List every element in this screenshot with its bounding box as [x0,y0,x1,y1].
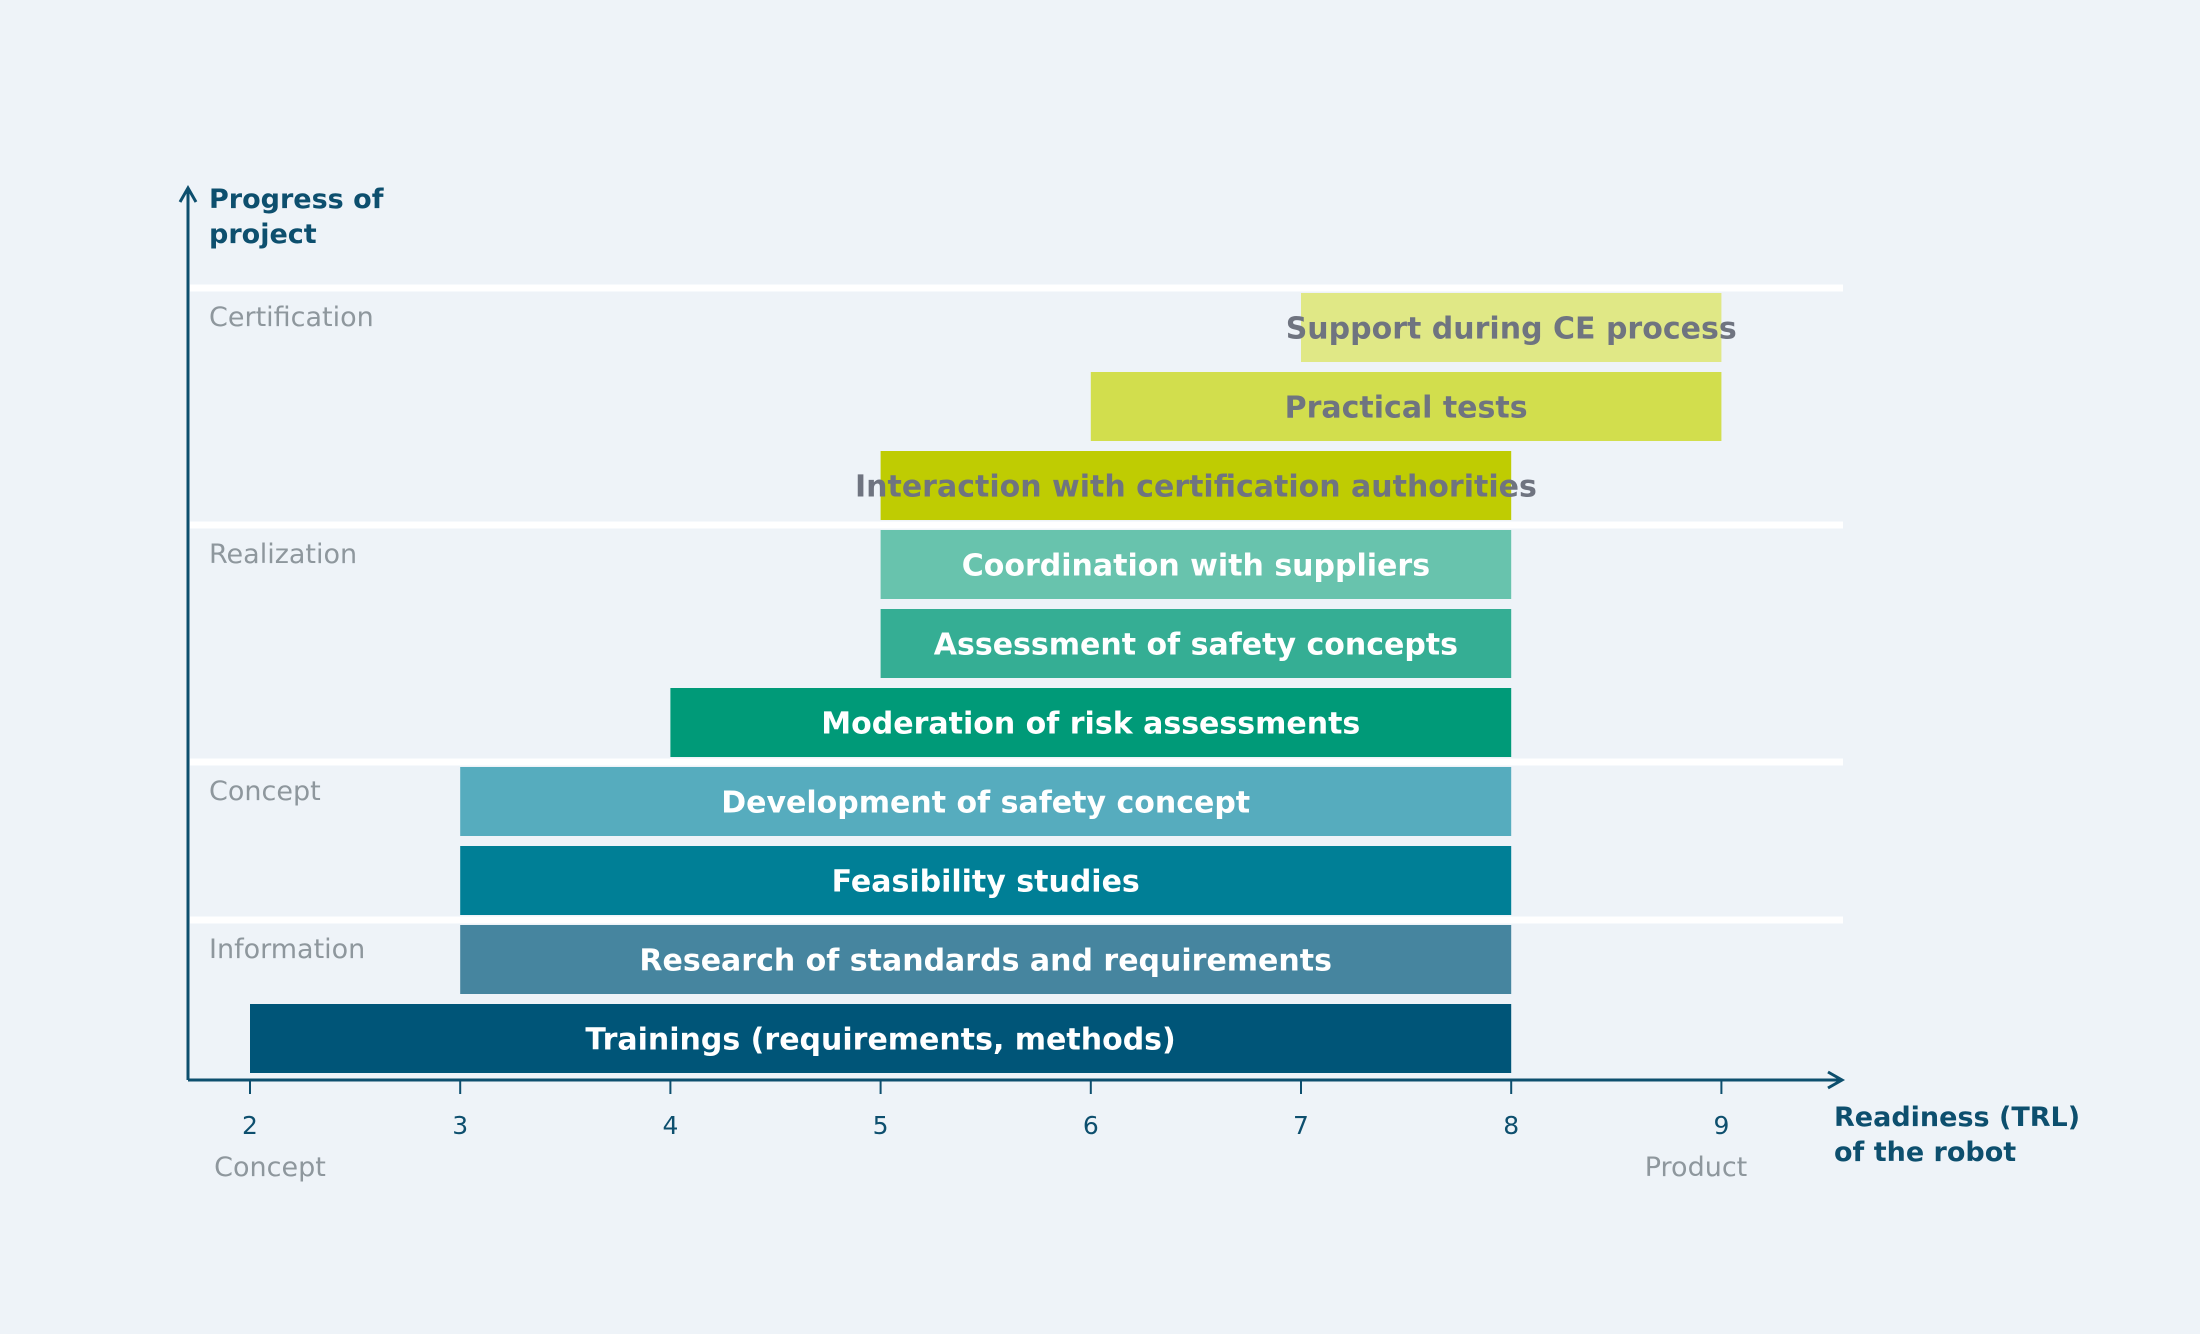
bar-development-of-safety-concept [460,767,1512,836]
bar-label-feasibility-studies: Feasibility studies [832,865,1140,900]
bar-label-interaction-with-certification-authorities: Interaction with certification authoriti… [855,470,1537,505]
bar-research-of-standards-and-requirements [460,925,1512,994]
x-tick-label: 3 [452,1111,468,1140]
bar-coordination-with-suppliers [880,530,1512,599]
bar-label-assessment-of-safety-concepts: Assessment of safety concepts [934,628,1458,663]
x-start-label: Concept [214,1152,326,1183]
bar-label-research-of-standards-and-requirements: Research of standards and requirements [639,944,1332,979]
x-tick-label: 5 [873,1111,889,1140]
x-tick-label: 6 [1083,1111,1099,1140]
phase-labels: Certification Realization Concept Informati… [209,302,374,965]
bar-practical-tests [1090,372,1722,441]
bar-trainings-requirements-methods [250,1004,1512,1073]
bar-label-coordination-with-suppliers: Coordination with suppliers [962,549,1430,584]
x-ticks: 2 3 4 5 6 7 8 9 [242,1080,1729,1140]
x-tick-label: 8 [1503,1111,1519,1140]
bar-label-development-of-safety-concept: Development of safety concept [721,786,1250,821]
bar-interaction-with-certification-authorities [880,451,1512,520]
x-axis-title-line-2: of the robot [1834,1137,2016,1168]
x-tick-label: 4 [662,1111,678,1140]
bars-layer: Support during CE process Practical tests… [250,293,1737,1073]
phase-separator [190,916,1843,924]
phase-label-information: Information [209,934,365,965]
x-tick-label: 2 [242,1111,258,1140]
bar-label-support-during-ce-process: Support during CE process [1286,312,1737,347]
phase-separator [190,284,1843,292]
x-tick-label: 9 [1713,1111,1729,1140]
phase-separators [190,284,1843,924]
axes [178,184,1846,1090]
x-axis-title: Readiness (TRL) of the robot [1834,1102,2089,1168]
bar-label-trainings-requirements-methods: Trainings (requirements, methods) [585,1023,1175,1058]
bar-label-practical-tests: Practical tests [1285,391,1528,426]
phase-label-certification: Certification [209,302,374,333]
x-axis-title-line-1: Readiness (TRL) [1834,1102,2080,1133]
bar-feasibility-studies [460,846,1512,915]
bar-label-moderation-of-risk-assessments: Moderation of risk assessments [821,707,1360,742]
phase-label-concept: Concept [209,776,321,807]
bar-assessment-of-safety-concepts [880,609,1512,678]
y-axis-title: Progress of project [209,184,393,250]
y-axis-title-line-1: Progress of [209,184,384,215]
x-tick-label: 7 [1293,1111,1309,1140]
bar-moderation-of-risk-assessments [670,688,1512,757]
phase-separator [190,758,1843,766]
phase-label-realization: Realization [209,539,357,570]
x-axis-arrow-icon [1827,1070,1846,1090]
x-end-label: Product [1645,1152,1748,1183]
y-axis-title-line-2: project [209,219,317,250]
y-axis-arrow-icon [178,184,198,203]
bar-support-during-ce-process [1301,293,1722,362]
phase-separator [190,521,1843,529]
